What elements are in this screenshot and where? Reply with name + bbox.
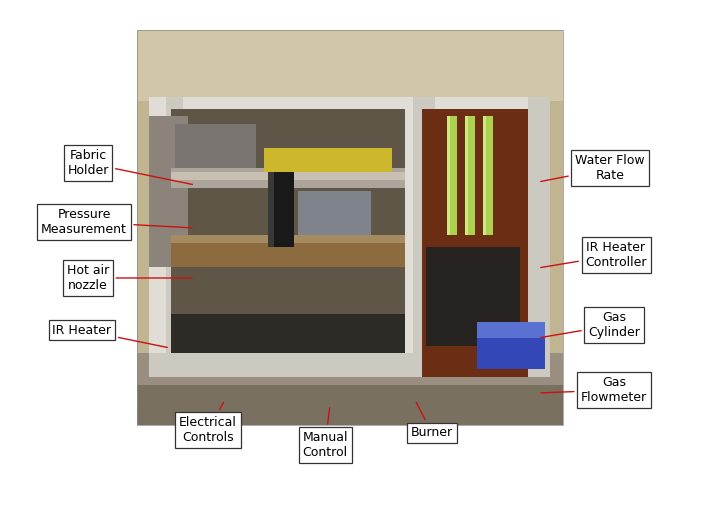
Text: IR Heater
Controller: IR Heater Controller bbox=[541, 241, 647, 269]
Text: Manual
Control: Manual Control bbox=[303, 408, 347, 459]
Text: Fabric
Holder: Fabric Holder bbox=[67, 149, 192, 184]
Text: Hot air
nozzle: Hot air nozzle bbox=[67, 264, 192, 292]
Text: Electrical
Controls: Electrical Controls bbox=[179, 403, 237, 444]
Text: IR Heater: IR Heater bbox=[53, 324, 167, 347]
Text: Water Flow
Rate: Water Flow Rate bbox=[541, 154, 645, 182]
Text: Gas
Flowmeter: Gas Flowmeter bbox=[541, 376, 647, 404]
Text: Burner: Burner bbox=[411, 403, 453, 440]
Bar bbox=[137, 30, 563, 425]
Text: Pressure
Measurement: Pressure Measurement bbox=[41, 208, 192, 236]
Text: Gas
Cylinder: Gas Cylinder bbox=[541, 311, 640, 339]
